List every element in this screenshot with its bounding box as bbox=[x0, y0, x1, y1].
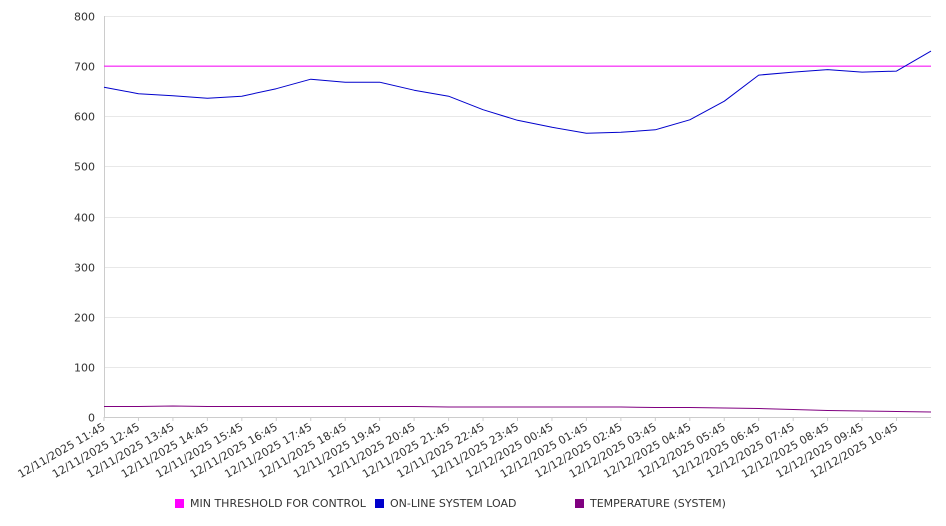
y-tick-labels: 0 100 200 300 400 500 600 700 800 bbox=[74, 11, 95, 425]
y-tick-label: 300 bbox=[74, 262, 95, 275]
y-tick-label: 500 bbox=[74, 161, 95, 174]
series-line-on-line-system-load bbox=[103, 50, 932, 134]
series-lines bbox=[103, 50, 932, 413]
y-tick-label: 400 bbox=[74, 212, 95, 225]
legend-swatch-online-system-load bbox=[375, 499, 384, 508]
y-tick-label: 200 bbox=[74, 312, 95, 325]
y-tick-label: 700 bbox=[74, 61, 95, 74]
y-tick-label: 600 bbox=[74, 111, 95, 124]
legend-item-min-threshold[interactable]: MIN THRESHOLD FOR CONTROL bbox=[175, 497, 366, 510]
y-tick-label: 0 bbox=[88, 412, 95, 425]
axes bbox=[103, 16, 931, 421]
legend: MIN THRESHOLD FOR CONTROL ON-LINE SYSTEM… bbox=[0, 497, 946, 515]
legend-item-online-system-load[interactable]: ON-LINE SYSTEM LOAD bbox=[375, 497, 516, 510]
gridlines bbox=[104, 16, 931, 368]
legend-swatch-temperature-system bbox=[575, 499, 584, 508]
legend-item-temperature-system[interactable]: TEMPERATURE (SYSTEM) bbox=[575, 497, 726, 510]
legend-label-temperature-system: TEMPERATURE (SYSTEM) bbox=[590, 497, 726, 510]
series-line-temperature-system bbox=[104, 405, 932, 413]
legend-label-min-threshold: MIN THRESHOLD FOR CONTROL bbox=[190, 497, 366, 510]
y-tick-label: 800 bbox=[74, 11, 95, 24]
legend-swatch-min-threshold bbox=[175, 499, 184, 508]
legend-label-online-system-load: ON-LINE SYSTEM LOAD bbox=[390, 497, 517, 510]
y-tick-label: 100 bbox=[74, 362, 95, 375]
